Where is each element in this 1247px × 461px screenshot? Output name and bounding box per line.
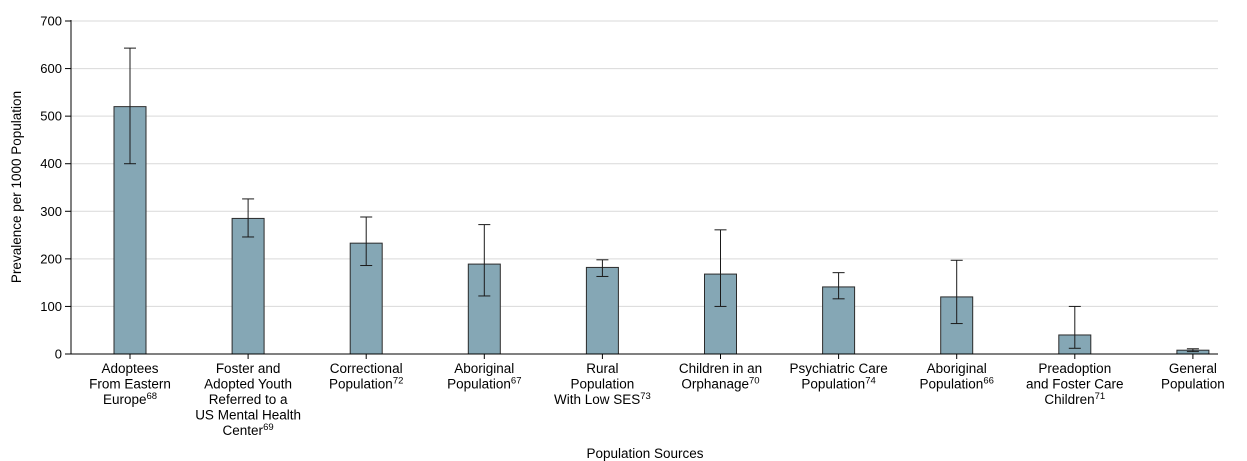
y-tick-label: 0 [55, 347, 62, 362]
category-label-line: Referred to a [209, 392, 288, 407]
category-label-line: US Mental Health [195, 408, 301, 423]
category-label-line: From Eastern [89, 377, 171, 392]
category-label-line: Orphanage [681, 377, 749, 392]
category-label-line: Population [920, 377, 984, 392]
y-tick-label: 300 [40, 204, 62, 219]
category-label-line: Preadoption [1038, 361, 1111, 376]
y-axis-title: Prevalence per 1000 Population [9, 91, 24, 283]
category-label: Foster and Adopted Youth Referred to a US M… [195, 361, 301, 438]
category-label: General Population [1161, 361, 1225, 392]
category-reference-superscript: 66 [983, 376, 994, 387]
category-label-line: Adopted Youth [204, 377, 292, 392]
y-tick-label: 200 [40, 251, 62, 266]
y-tick-labels: 0 100 200 300 400 500 600 700 [40, 14, 62, 362]
category-label-line: Population [447, 377, 511, 392]
category-label-line: Center [223, 423, 264, 438]
y-tick-label: 100 [40, 299, 62, 314]
category-label-line: General [1169, 361, 1217, 376]
category-reference-superscript: 71 [1095, 391, 1106, 402]
category-reference-superscript: 70 [749, 376, 760, 387]
category-label-line: Population [1161, 377, 1225, 392]
category-reference-superscript: 67 [511, 376, 522, 387]
category-label-line: Population [801, 377, 865, 392]
y-tick-label: 600 [40, 61, 62, 76]
category-label-line: and Foster Care [1026, 377, 1124, 392]
x-axis-title: Population Sources [586, 446, 703, 461]
category-label-line: Aboriginal [454, 361, 514, 376]
category-label-line: Adoptees [101, 361, 158, 376]
axes [65, 20, 1218, 359]
bar [585, 266, 619, 355]
category-label-line: Population [329, 377, 393, 392]
category-label-line: Correctional [330, 361, 403, 376]
category-label-line: Children in an [679, 361, 762, 376]
y-tick-label: 400 [40, 156, 62, 171]
category-label-line: With Low SES [554, 392, 640, 407]
category-reference-superscript: 72 [393, 376, 404, 387]
category-reference-superscript: 73 [640, 391, 651, 402]
y-tick-label: 500 [40, 109, 62, 124]
category-reference-superscript: 69 [263, 422, 274, 433]
category-label-line: Psychiatric Care [789, 361, 887, 376]
category-label-line: Aboriginal [927, 361, 987, 376]
category-label-line: Europe [103, 392, 147, 407]
category-label-line: Foster and [216, 361, 281, 376]
category-reference-superscript: 74 [865, 376, 876, 387]
bars [113, 106, 1210, 355]
category-label-line: Rural [586, 361, 618, 376]
category-label-line: Children [1044, 392, 1094, 407]
category-reference-superscript: 68 [146, 391, 157, 402]
category-label-line: Population [570, 377, 634, 392]
error-bars [124, 47, 1199, 353]
y-tick-label: 700 [40, 14, 62, 29]
bar [231, 217, 265, 355]
